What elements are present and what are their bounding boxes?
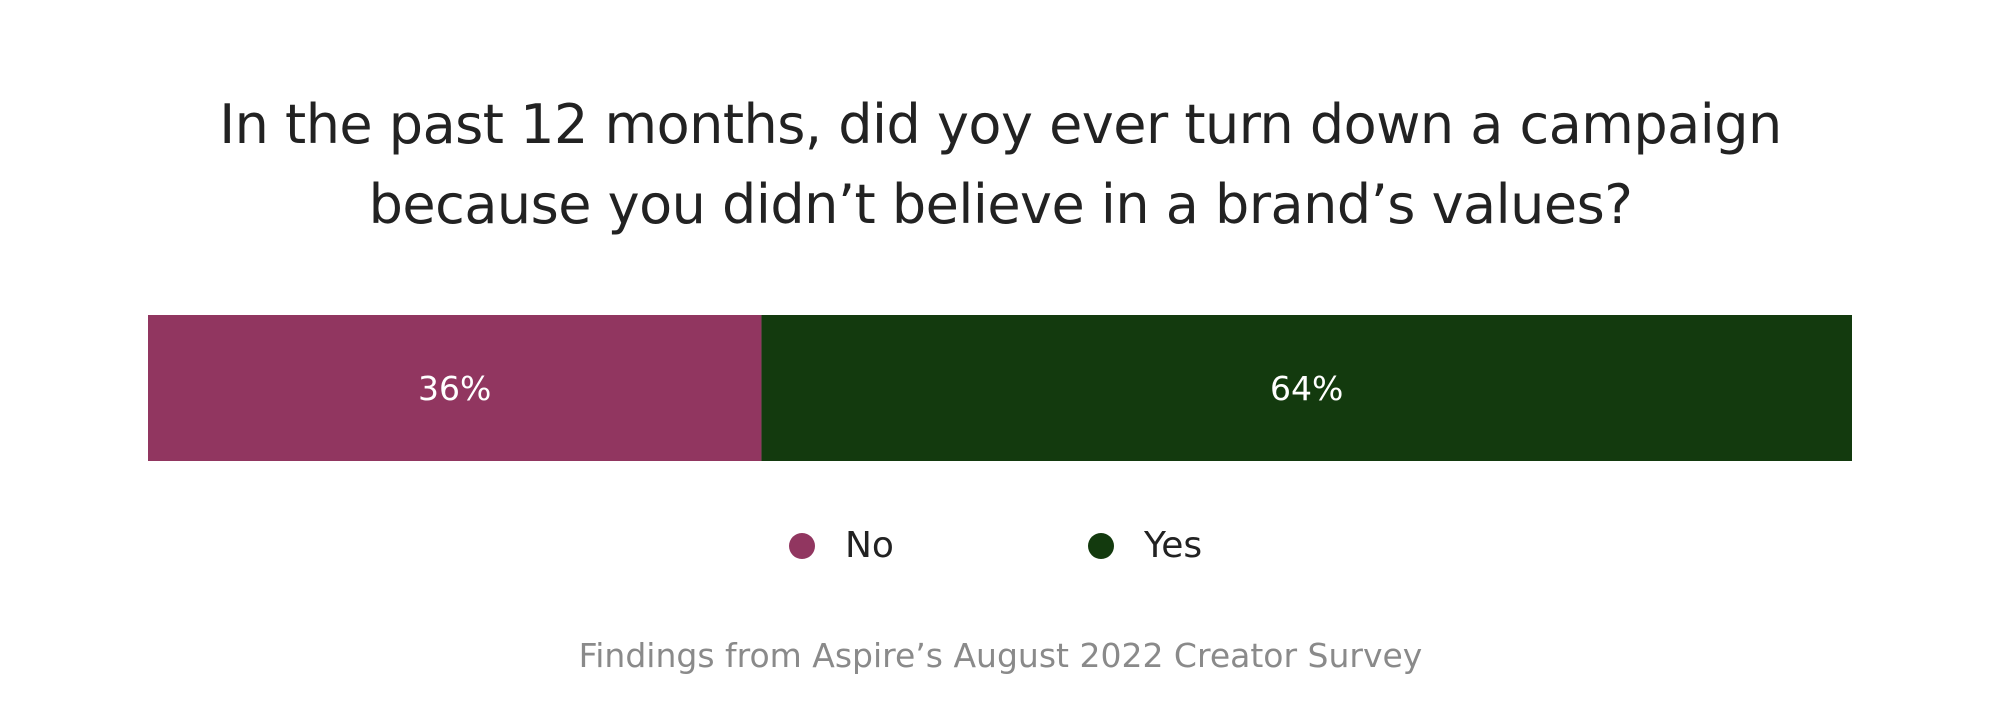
bar-segment-yes [761, 315, 1853, 461]
legend-swatch-yes [1088, 532, 1114, 559]
legend: No Yes [0, 525, 2001, 569]
data-label-no: 36% [418, 369, 491, 408]
footnote: Findings from Aspire’s August 2022 Creat… [578, 636, 1423, 675]
legend-label-no: No [845, 525, 894, 566]
legend-item-no: No [789, 525, 894, 566]
legend-item-yes: Yes [1088, 525, 1202, 566]
bar-segment-no [148, 315, 762, 461]
legend-swatch-no [789, 532, 815, 559]
data-label-yes: 64% [1270, 369, 1343, 408]
chart-title-line-1: In the past 12 months, did yoy ever turn… [219, 93, 1782, 156]
legend-label-yes: Yes [1144, 525, 1203, 566]
chart-title: In the past 12 months, did yoy ever turn… [0, 85, 2001, 245]
chart-title-line-2: because you didn’t believe in a brand’s … [368, 173, 1633, 236]
